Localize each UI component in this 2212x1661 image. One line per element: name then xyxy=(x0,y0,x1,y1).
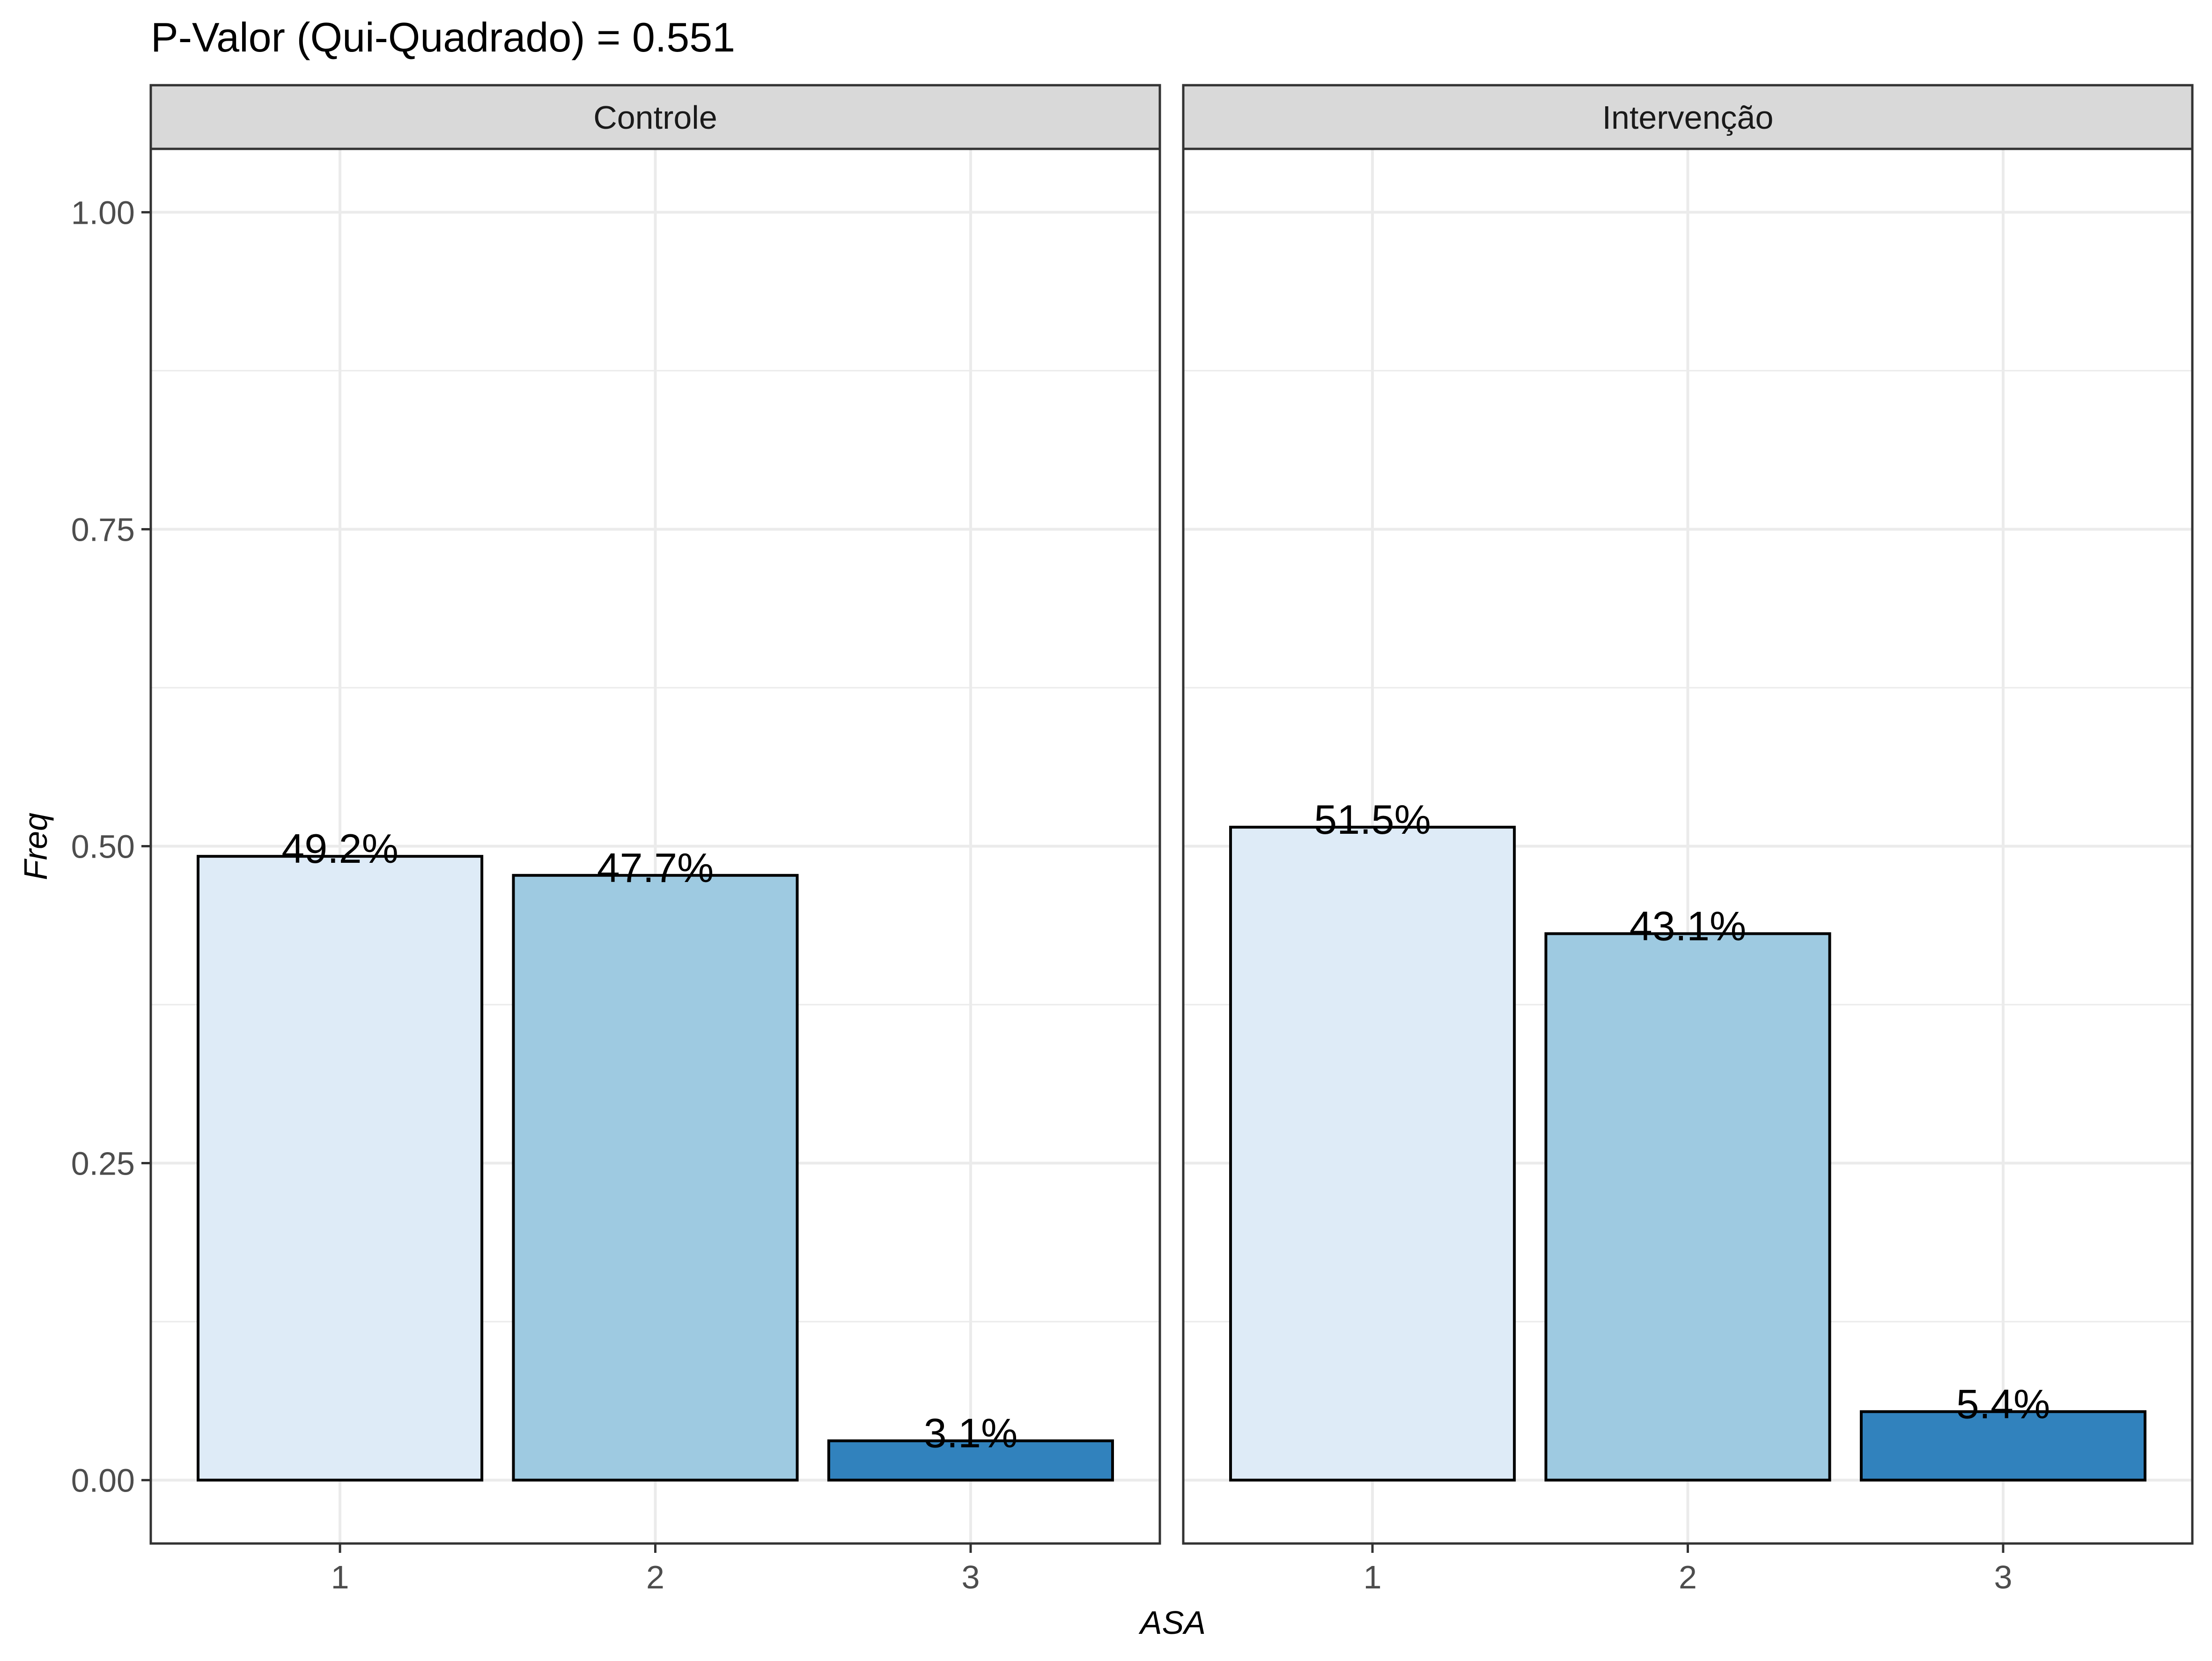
facet-strip xyxy=(1182,84,2194,150)
bar-value-label: 51.5% xyxy=(1314,796,1431,843)
x-tick-label: 1 xyxy=(1364,1559,1382,1595)
x-tick-label: 2 xyxy=(646,1559,664,1595)
facet-panel: 51.5% 43.1% 5.4% Intervenção 1 2 3 xyxy=(1182,84,2194,1595)
bar xyxy=(1544,932,1831,1482)
y-tick-label: 0.75 xyxy=(71,511,135,548)
bar xyxy=(1859,1410,2146,1482)
bar xyxy=(1229,825,1516,1482)
y-tick-label: 0.50 xyxy=(71,829,135,865)
y-tick-label: 1.00 xyxy=(71,194,135,231)
facet-panel: 49.2% 47.7% 3.1% Controle 1 2 3 xyxy=(149,84,1161,1595)
y-tick-label: 0.00 xyxy=(71,1463,135,1499)
bar-value-label: 3.1% xyxy=(924,1410,1018,1456)
facet-strip-label: Intervenção xyxy=(1602,99,1774,136)
y-tick-label: 0.25 xyxy=(71,1146,135,1182)
x-tick-label: 1 xyxy=(331,1559,349,1595)
bar-value-label: 43.1% xyxy=(1630,903,1747,949)
bar xyxy=(827,1439,1114,1482)
x-axis-title: ASA xyxy=(1138,1604,1206,1641)
bar xyxy=(512,874,799,1482)
x-tick-label: 2 xyxy=(1679,1559,1697,1595)
x-tick-label: 3 xyxy=(961,1559,980,1595)
bar-value-label: 49.2% xyxy=(281,825,398,872)
x-tick-label: 3 xyxy=(1994,1559,2012,1595)
bar-value-label: 47.7% xyxy=(597,845,714,891)
bar xyxy=(197,855,484,1482)
bar-value-label: 5.4% xyxy=(1956,1381,2050,1427)
y-axis-title: Freq xyxy=(17,813,54,880)
facet-strip xyxy=(149,84,1161,150)
chart-title: P-Valor (Qui-Quadrado) = 0.551 xyxy=(151,14,735,60)
facet-strip-label: Controle xyxy=(593,99,717,136)
